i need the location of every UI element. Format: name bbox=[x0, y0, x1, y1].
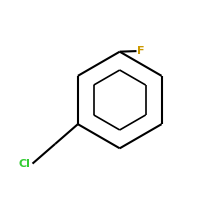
Text: Cl: Cl bbox=[18, 159, 30, 169]
Text: F: F bbox=[137, 46, 145, 56]
